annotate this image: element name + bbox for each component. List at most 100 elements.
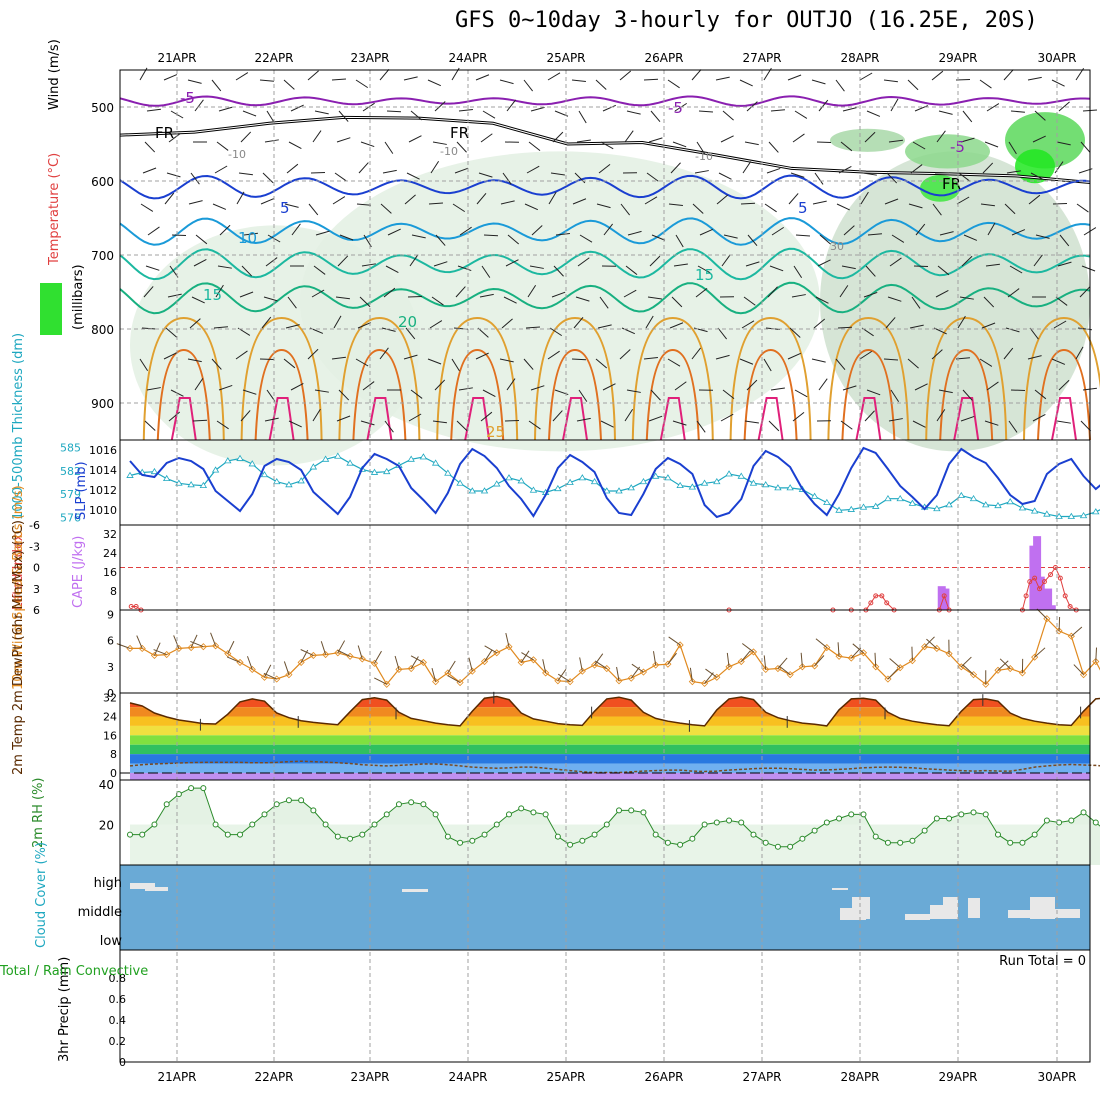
wind-speed-marker [542, 669, 550, 677]
surface-wind-barb [300, 649, 314, 656]
temp-tick: 0 [110, 767, 117, 780]
wind-barb [865, 265, 876, 277]
thickness-marker [419, 453, 428, 460]
wind-barb [386, 110, 402, 113]
thickness-marker [211, 466, 220, 473]
wind-barb [219, 224, 231, 236]
date-label-bottom: 27APR [742, 1070, 781, 1084]
rh-marker [175, 791, 182, 798]
rh-marker [909, 837, 916, 844]
li-tick: -6 [29, 519, 40, 532]
wind-barb [957, 315, 966, 329]
wind-barb [937, 265, 950, 276]
wind-barb [835, 79, 845, 92]
wind-barb [746, 379, 758, 391]
wind-barb [624, 408, 634, 422]
wind-barb [815, 296, 829, 304]
surface-wind-barb [705, 668, 718, 678]
wind-barb [194, 378, 204, 391]
surface-wind-barb [357, 645, 363, 660]
wind-speed-marker [859, 649, 868, 657]
wind-barb [843, 225, 855, 236]
wind-barb [480, 411, 493, 422]
wind-barb [790, 172, 805, 178]
wind-barb [1006, 170, 1021, 174]
precip-title: 3hr Precip (mm) [57, 957, 72, 1062]
date-label-bottom: 26APR [644, 1070, 683, 1084]
wind-speed-marker [615, 677, 623, 685]
date-label-bottom: 24APR [448, 1070, 487, 1084]
contour-35-0 [170, 397, 197, 441]
surface-wind-barb [1070, 626, 1083, 637]
surface-wind-barb [874, 652, 877, 667]
contour-minus5 [119, 95, 1091, 107]
wind-barb [891, 234, 905, 243]
rh-marker [1043, 817, 1050, 824]
wind-barb [987, 222, 996, 236]
rh-marker [1080, 809, 1087, 816]
lifted-index-marker [1057, 575, 1063, 581]
thickness-marker [493, 480, 501, 487]
wind-barb [549, 327, 563, 337]
wind-barb [213, 326, 228, 329]
wind-barb [334, 172, 347, 182]
wind-barb [864, 131, 876, 143]
rh-marker [322, 821, 329, 828]
wind-barb [1057, 261, 1072, 267]
wind-barb [433, 261, 448, 267]
surface-wind-barb [852, 643, 864, 654]
wind-speed-marker [725, 663, 733, 671]
wind-barb [308, 203, 319, 216]
wind-barb [667, 79, 680, 89]
wind-barb [697, 265, 711, 274]
wind-barb [914, 105, 929, 112]
thickness-marker [835, 506, 843, 513]
dewpt-line [129, 760, 1100, 774]
wind-speed-marker [798, 663, 806, 671]
wind-barb [240, 131, 252, 143]
wind-barb [959, 296, 974, 300]
slp-title: SLP (mb) [74, 461, 89, 520]
wind-barb [337, 255, 349, 267]
surface-wind-barb [763, 655, 767, 670]
wind-barb [411, 234, 426, 239]
wind-barb [478, 172, 493, 178]
cape-title: CAPE (J/kg) [71, 536, 86, 608]
surface-wind-barb [521, 652, 534, 661]
rh-marker [139, 831, 146, 838]
rh-marker [334, 833, 341, 840]
wind-barb [383, 287, 396, 298]
wind-barb [502, 172, 512, 185]
thickness-marker [627, 484, 635, 491]
precip-tick: 0.6 [109, 993, 127, 1006]
thickness-marker [321, 455, 330, 462]
wind-barb [403, 76, 418, 81]
wind-barb [430, 160, 440, 174]
rh-base [130, 824, 1090, 865]
wind-barb [931, 70, 944, 81]
contour-label: -5 [180, 89, 195, 107]
wind-barb [860, 191, 869, 205]
cloud-level-label: middle [78, 905, 122, 920]
wind-barb [649, 255, 661, 267]
wind-barb [914, 383, 928, 391]
surface-wind-barb [740, 650, 751, 662]
thickness-marker [529, 486, 538, 493]
rh-marker [652, 831, 659, 838]
wind-barb [357, 322, 372, 329]
wind-barb [746, 101, 758, 112]
surface-wind-barb [283, 661, 290, 675]
wind-barb [242, 389, 257, 395]
rh-marker [151, 821, 158, 828]
wind-barb [883, 79, 898, 83]
wind-barb [813, 318, 826, 329]
wind-barb [217, 265, 232, 269]
precip-tick: 0.8 [109, 972, 127, 985]
wind-barb [1005, 327, 1020, 333]
wind-barb [315, 230, 330, 236]
contour-label: -5 [950, 138, 965, 156]
wind-barb [193, 258, 207, 267]
wind-barb [332, 196, 346, 205]
surface-wind-barb [557, 669, 567, 682]
